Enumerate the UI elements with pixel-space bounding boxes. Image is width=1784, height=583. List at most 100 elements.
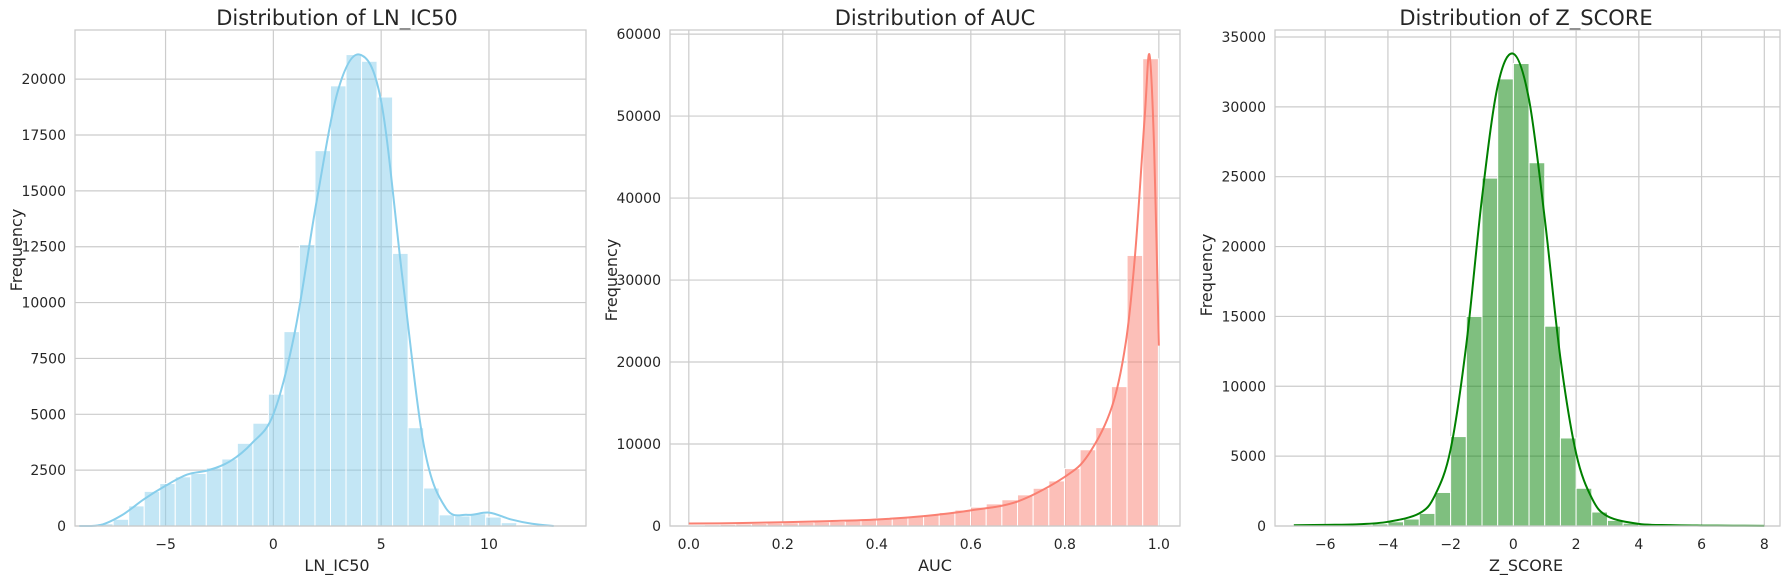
histogram-bar: [392, 252, 409, 527]
histogram-bar: [1403, 518, 1420, 527]
kde-curve: [688, 53, 1160, 525]
y-tick-label: 5000: [1230, 449, 1266, 465]
chart-title: Distribution of AUC: [835, 6, 1036, 30]
x-tick-label: 10: [480, 537, 498, 553]
histogram-bar: [267, 393, 285, 527]
y-tick-label: 0: [1257, 519, 1266, 535]
histogram-bar: [361, 60, 378, 527]
x-axis-label: Z_SCORE: [1489, 556, 1563, 576]
axes-frame: [669, 29, 1181, 527]
plot-area: 0 10000 20000 30000 40000 50000 60000 0.0 0.2 0.4…: [616, 27, 1181, 553]
y-tick-label: 12500: [21, 240, 66, 256]
x-tick-label: 0.6: [960, 537, 982, 553]
axes-frame: [74, 29, 587, 527]
histogram-bar: [829, 520, 846, 527]
histogram-bar: [283, 331, 300, 527]
histogram-bar: [190, 472, 207, 527]
x-axis-label: LN_IC50: [304, 556, 369, 576]
y-tick-label: 7500: [30, 351, 66, 367]
y-tick-label: 35000: [1221, 30, 1266, 46]
histogram-bar: [1048, 480, 1065, 527]
y-tick-label: 60000: [616, 27, 661, 43]
y-axis-label: Frequency: [602, 239, 621, 322]
y-tick-label: 20000: [1221, 240, 1266, 256]
x-tick-label: 0: [269, 537, 278, 553]
x-tick-label: −2: [1440, 537, 1461, 553]
histogram-bar: [1481, 177, 1499, 527]
x-tick-label: 4: [1634, 537, 1643, 553]
histogram-bar: [112, 518, 130, 527]
histogram-bar: [485, 516, 502, 527]
x-tick-label: 2: [1572, 537, 1581, 553]
histogram-bar: [1497, 78, 1514, 527]
histogram-bar: [345, 54, 363, 527]
y-tick-label: 40000: [616, 191, 661, 207]
histogram-bar: [1142, 58, 1159, 527]
x-axis-label: AUC: [918, 556, 952, 575]
histogram-bar: [298, 243, 316, 527]
plot-area: 0 2500 5000 7500 10000 12500 15000 17500 20000 −5…: [21, 29, 587, 553]
x-tick-label: 0.4: [866, 537, 888, 553]
histogram-bar: [407, 427, 425, 527]
histogram-bar: [1063, 468, 1081, 527]
y-tick-label: 0: [652, 519, 661, 535]
y-axis-label: Frequency: [1197, 234, 1216, 317]
histogram-bar: [1528, 162, 1546, 527]
histogram-bar: [1418, 512, 1436, 527]
y-tick-label: 10000: [1221, 379, 1266, 395]
y-tick-label: 17500: [21, 128, 66, 144]
x-tick-label: −6: [1315, 537, 1336, 553]
histogram-bar: [1559, 437, 1577, 527]
axes-frame: [1274, 29, 1781, 527]
y-tick-label: 5000: [30, 407, 66, 423]
histogram-bar: [330, 85, 347, 527]
histogram-bar: [438, 514, 456, 527]
histogram-bar: [221, 458, 238, 527]
y-tick-label: 30000: [616, 273, 661, 289]
chart-title: Distribution of Z_SCORE: [1399, 6, 1652, 31]
plot-area: 0 5000 10000 15000 20000 25000 30000 35000 −6 −4 −…: [1221, 29, 1781, 553]
x-tick-label: 0.0: [678, 537, 700, 553]
x-tick-label: 6: [1697, 537, 1706, 553]
y-tick-label: 15000: [1221, 309, 1266, 325]
x-tick-label: −4: [1378, 537, 1399, 553]
x-tick-label: 0.8: [1054, 537, 1076, 553]
histogram-bar: [1465, 315, 1483, 527]
y-tick-label: 20000: [21, 72, 66, 88]
chart-z-score: Distribution of Z_SCORE Frequency Z_SCOR…: [1197, 6, 1781, 576]
histogram-bar: [454, 515, 471, 527]
histogram-bar: [1434, 491, 1452, 527]
x-tick-label: −5: [155, 537, 176, 553]
histogram-bar: [174, 476, 192, 527]
histogram-bar: [1110, 386, 1128, 527]
y-tick-label: 25000: [1221, 170, 1266, 186]
kde-curve: [1293, 52, 1765, 527]
y-tick-label: 10000: [616, 437, 661, 453]
histogram-bar: [314, 150, 332, 527]
y-tick-label: 2500: [30, 463, 66, 479]
x-tick-label: 0.2: [772, 537, 794, 553]
kde-curve: [79, 53, 554, 528]
x-tick-label: 5: [377, 537, 386, 553]
histogram-bar: [1512, 63, 1530, 527]
histogram-bar: [205, 467, 223, 527]
x-tick-label: 8: [1760, 537, 1769, 553]
y-tick-label: 50000: [616, 109, 661, 125]
y-tick-label: 30000: [1221, 100, 1266, 116]
x-tick-label: 1.0: [1148, 537, 1170, 553]
x-tick-label: 0: [1509, 537, 1518, 553]
histogram-bar: [1450, 436, 1467, 527]
chart-auc: Distribution of AUC Frequency AUC 0 10000…: [602, 6, 1181, 575]
y-axis-label: Frequency: [7, 209, 26, 292]
y-tick-label: 15000: [21, 184, 66, 200]
histogram-bar: [1095, 427, 1112, 527]
chart-ln-ic50: Distribution of LN_IC50 Frequency LN_IC5…: [7, 6, 587, 576]
chart-title: Distribution of LN_IC50: [216, 6, 458, 31]
y-tick-label: 10000: [21, 296, 66, 312]
histogram-bar: [1544, 325, 1561, 527]
y-tick-label: 0: [57, 519, 66, 535]
histogram-bar: [1126, 254, 1144, 527]
histogram-bar: [159, 483, 176, 527]
y-tick-label: 20000: [616, 355, 661, 371]
